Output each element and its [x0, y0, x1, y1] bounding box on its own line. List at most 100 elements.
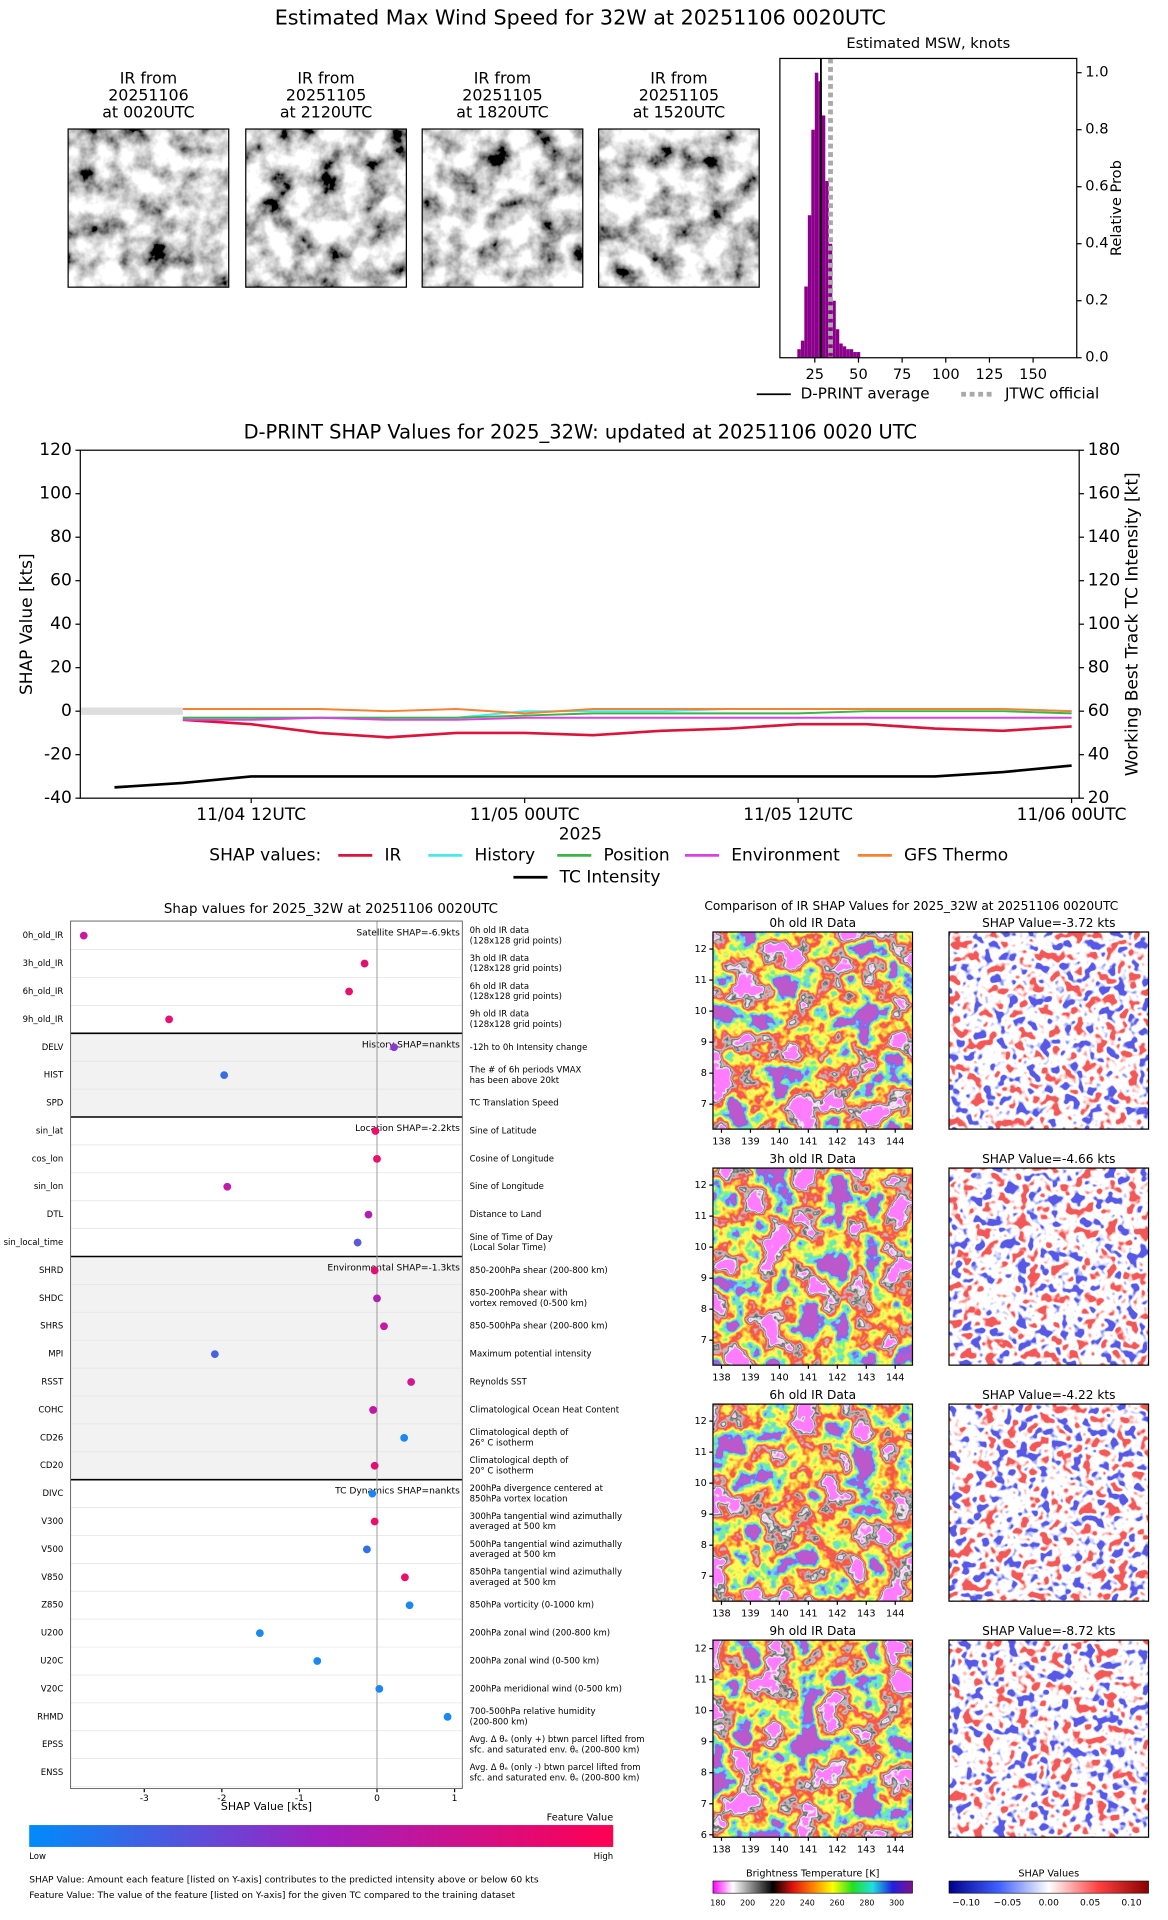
category-label: COHC — [38, 1405, 63, 1415]
shap-dot — [369, 1406, 378, 1414]
feature-description: 200hPa meridional wind (0-500 km) — [470, 1684, 622, 1694]
feature-description: (128x128 grid points) — [470, 964, 562, 974]
feature-description: (128x128 grid points) — [470, 1020, 562, 1030]
shap-dot — [210, 1350, 219, 1359]
legend-label: Position — [603, 845, 669, 865]
ir-caption: 20251106 — [108, 86, 188, 105]
feature-description: 700-500hPa relative humidity — [470, 1707, 596, 1717]
lat-tick-label: 8 — [701, 1304, 707, 1315]
x-tick-label: 125 — [976, 366, 1004, 383]
legend-label: IR — [384, 845, 401, 865]
bar — [804, 286, 808, 358]
ir-colorbar-tick: 240 — [800, 1898, 815, 1907]
feature-description: 850-200hPa shear with — [470, 1289, 568, 1299]
feature-description: 9h old IR data — [470, 1010, 529, 1020]
lat-tick-label: 12 — [695, 1180, 707, 1191]
category-label: V500 — [41, 1545, 63, 1555]
plot-frame — [70, 920, 463, 1790]
ir-map — [712, 1168, 913, 1366]
ir-caption: 20251105 — [639, 86, 719, 105]
feature-description: Cosine of Longitude — [470, 1154, 554, 1164]
y-tick-label: 1.0 — [1085, 64, 1108, 81]
category-label: EPSS — [42, 1740, 63, 1750]
feature-description: Sine of Longitude — [470, 1182, 544, 1192]
lon-tick-label: 142 — [828, 1136, 847, 1147]
bar — [814, 72, 819, 358]
x-tick-label: 11/06 00UTC — [1017, 805, 1127, 825]
lat-tick-label: 11 — [695, 1447, 707, 1458]
shap-panel-title: SHAP Value=-3.72 kts — [982, 916, 1115, 930]
feature-description: averaged at 500 km — [470, 1578, 556, 1588]
shap-dot — [220, 1071, 229, 1080]
category-label: SHRD — [39, 1266, 64, 1276]
lat-tick-label: 6 — [701, 1830, 707, 1841]
lon-tick-label: 144 — [886, 1844, 905, 1855]
bar — [832, 300, 836, 358]
legend-label: History — [474, 845, 535, 865]
x-tick-label: 150 — [1019, 366, 1047, 383]
category-label: 3h_old_IR — [23, 959, 64, 969]
category-label: sin_lat — [36, 1126, 64, 1136]
bar — [835, 329, 840, 358]
lon-tick-label: 142 — [828, 1372, 847, 1383]
x-tick-label: 100 — [932, 366, 960, 383]
shap-dot — [79, 931, 88, 940]
y2-tick-label: 160 — [1088, 484, 1120, 504]
bar — [856, 352, 861, 358]
series-line — [114, 764, 1072, 789]
feature-description: TC Translation Speed — [469, 1099, 559, 1109]
group-label: Satellite SHAP=-6.9kts — [356, 929, 460, 939]
ir-image — [68, 129, 229, 288]
category-label: DELV — [42, 1043, 64, 1053]
ir-map-frame — [712, 1403, 914, 1602]
category-label: sin_lon — [34, 1182, 63, 1192]
group-label: TC Dynamics SHAP=nankts — [334, 1487, 460, 1497]
feature-description: 26° C isotherm — [470, 1439, 534, 1449]
bar — [821, 115, 826, 358]
y-tick-label: -20 — [44, 745, 72, 765]
ir-panel-title: 3h old IR Data — [769, 1152, 856, 1166]
hist-title: Estimated MSW, knots — [846, 35, 1010, 52]
y-tick-label: 0.0 — [1085, 349, 1108, 366]
category-label: SHRS — [40, 1322, 63, 1332]
shap-dot — [360, 959, 369, 968]
y-tick-label: 100 — [39, 484, 71, 504]
y-tick-label: 40 — [50, 614, 72, 634]
y-tick-label: 80 — [50, 527, 72, 547]
ir-caption: IR from — [650, 69, 707, 88]
lat-tick-label: 10 — [695, 1478, 707, 1489]
lat-tick-label: 12 — [695, 944, 707, 955]
ir-caption: 20251105 — [286, 86, 366, 105]
shap-map — [949, 1168, 1149, 1366]
ir-caption: IR from — [120, 69, 177, 88]
y2-tick-label: 140 — [1088, 527, 1120, 547]
ir-caption: at 1820UTC — [456, 103, 548, 122]
lat-tick-label: 7 — [701, 1571, 707, 1582]
y-tick-label: 0 — [61, 701, 72, 721]
y-tick-label: 60 — [50, 571, 72, 591]
lat-tick-label: 7 — [701, 1099, 707, 1110]
lat-tick-label: 9 — [701, 1509, 707, 1520]
feature-description: Climatological depth of — [470, 1456, 570, 1466]
category-label: CD26 — [40, 1433, 63, 1443]
category-label: U200 — [41, 1629, 63, 1639]
feature-description: Reynolds SST — [470, 1378, 528, 1388]
shap-dot — [345, 987, 353, 996]
shap-colorbar-tick: 0.00 — [1039, 1898, 1059, 1908]
shap-dot — [373, 1294, 381, 1303]
y2-tick-label: 20 — [1088, 788, 1110, 808]
feature-description: (128x128 grid points) — [470, 936, 562, 946]
lat-tick-label: 9 — [701, 1273, 707, 1284]
feature-description: 200hPa zonal wind (0-500 km) — [470, 1657, 600, 1667]
feature-description: 20° C isotherm — [470, 1466, 534, 1476]
legend-label: GFS Thermo — [904, 845, 1008, 865]
legend-label: D-PRINT average — [801, 385, 930, 403]
lon-tick-label: 138 — [712, 1608, 731, 1619]
ir-panel-title: 0h old IR Data — [769, 916, 856, 930]
x-tick-label: -3 — [140, 1794, 149, 1804]
footnote: SHAP Value: Amount each feature [listed … — [29, 1875, 539, 1885]
ir-image — [245, 129, 407, 288]
lon-tick-label: 141 — [799, 1844, 818, 1855]
shap-colorbar-tick: −0.05 — [993, 1898, 1021, 1908]
lon-tick-label: 141 — [799, 1136, 818, 1147]
